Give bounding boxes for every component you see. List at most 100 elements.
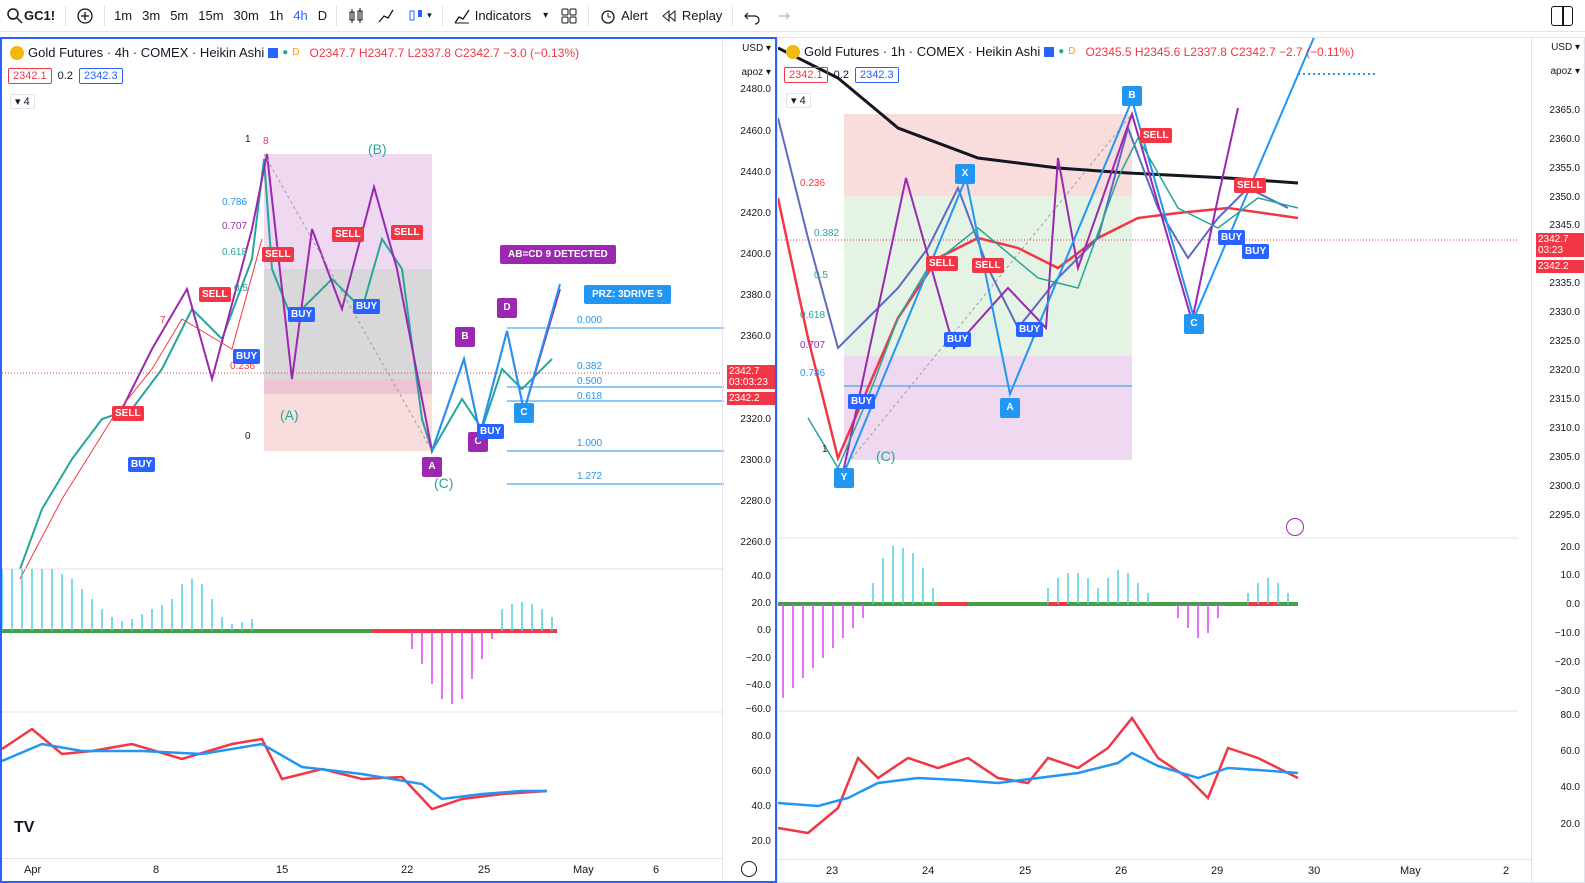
replay-label: Replay — [681, 8, 723, 23]
tf-3m[interactable]: 3m — [142, 8, 161, 23]
left-lower-price: 2342.2 — [727, 392, 775, 405]
osc-tick: 0.0 — [1566, 599, 1580, 610]
sell-signal: SELL — [332, 227, 364, 242]
date-tick: 15 — [276, 864, 289, 876]
chart-type-heikin-button[interactable]: ▾ — [401, 0, 438, 31]
date-tick: 2 — [1503, 865, 1510, 877]
osc-tick: −20.0 — [1554, 657, 1580, 668]
osc-tick: 20.0 — [1560, 542, 1580, 553]
templates-button[interactable] — [554, 0, 584, 31]
price-tick: 2360.0 — [1549, 134, 1580, 145]
rewind-icon — [662, 9, 676, 22]
point-b: B — [1122, 86, 1142, 106]
right-time-axis[interactable]: 23 24 25 26 29 30 May 2 — [778, 859, 1532, 882]
undo-icon — [744, 12, 760, 25]
num-label-0: 0 — [245, 431, 251, 442]
redo-icon — [779, 12, 791, 19]
point-c: C — [1184, 314, 1204, 334]
retrace-707: 0.707 — [800, 340, 826, 351]
sell-signal: SELL — [199, 287, 231, 302]
right-ask-button[interactable]: 2342.3 — [854, 67, 899, 83]
buy-signal: BUY — [848, 394, 876, 409]
tf-4h[interactable]: 4h — [293, 8, 308, 23]
left-price-axis[interactable]: USD ▾ apoz ▾ 2480.0 2460.0 2440.0 2420.0… — [722, 39, 775, 881]
wave-a-label: (A) — [280, 407, 299, 423]
retrace-618: 0.618 — [222, 247, 248, 258]
point-b: B — [455, 327, 475, 347]
compare-button[interactable] — [70, 0, 100, 31]
buy-signal: BUY — [1242, 244, 1270, 259]
svg-text:TV: TV — [14, 819, 35, 836]
wave-c-label: (C) — [434, 475, 454, 491]
right-indicator-counter[interactable]: ▾ 4 — [786, 93, 811, 108]
left-ask-button[interactable]: 2342.3 — [78, 68, 123, 84]
right-bid-button[interactable]: 2342.1 — [784, 67, 828, 83]
gold-logo-icon — [10, 45, 24, 60]
left-bid-button[interactable]: 2342.1 — [8, 68, 52, 84]
left-currency-button[interactable]: USD ▾ — [742, 43, 771, 54]
right-currency-button[interactable]: USD ▾ — [1551, 42, 1580, 53]
rsi-tick: 20.0 — [751, 836, 771, 847]
osc-tick: 10.0 — [1560, 570, 1580, 581]
left-chart-canvas[interactable]: TV — [2, 39, 775, 881]
flag-icon[interactable] — [268, 47, 279, 58]
date-tick: 29 — [1211, 865, 1224, 877]
tf-5m[interactable]: 5m — [170, 8, 189, 23]
osc-tick: 40.0 — [751, 571, 771, 582]
alert-button[interactable]: Alert — [593, 0, 654, 31]
flag-icon[interactable] — [1044, 46, 1055, 57]
settings-gear-icon[interactable] — [741, 861, 757, 877]
price-tick: 2440.0 — [740, 167, 771, 178]
layout-toggle-button[interactable] — [1551, 6, 1573, 26]
indicators-button[interactable]: Indicators ▾ — [447, 0, 554, 31]
point-c-blue: C — [514, 403, 534, 423]
left-time-axis[interactable]: Apr 8 15 22 25 May 6 — [2, 858, 723, 881]
buy-signal: BUY — [128, 457, 156, 472]
fib-level-500: 0.500 — [577, 376, 603, 387]
chevron-down-icon: ▾ — [543, 10, 549, 21]
left-chart-title: Gold Futures · 4h · COMEX · Heikin Ashi — [28, 45, 265, 60]
retrace-382: 0.382 — [814, 228, 840, 239]
price-tick: 2260.0 — [740, 537, 771, 548]
left-chart-panel[interactable]: TV Gold Futures · 4h · COMEX · Heikin As… — [0, 37, 777, 883]
osc-tick: −60.0 — [745, 704, 771, 715]
right-chart-canvas[interactable] — [778, 38, 1584, 882]
tf-1h[interactable]: 1h — [268, 8, 284, 23]
left-ohlc: O2347.7 H2347.7 L2337.8 C2342.7 −3.0 (−0… — [309, 45, 580, 60]
symbol-search-button[interactable]: GC1! — [0, 0, 61, 31]
price-tick: 2280.0 — [740, 496, 771, 507]
tf-d[interactable]: D — [317, 8, 328, 23]
chart-type-line-button[interactable] — [371, 0, 401, 31]
tf-15m[interactable]: 15m — [198, 8, 224, 23]
delay-badge: D — [292, 47, 300, 58]
tf-1m[interactable]: 1m — [114, 8, 133, 23]
left-indicator-counter[interactable]: ▾ 4 — [10, 94, 35, 109]
right-chart-panel[interactable]: Gold Futures · 1h · COMEX · Heikin Ashi … — [777, 37, 1585, 883]
search-icon — [7, 7, 23, 24]
left-scale-mode-button[interactable]: apoz ▾ — [741, 67, 772, 78]
heikin-ashi-icon — [409, 9, 423, 20]
right-bid-ask: 2342.1 0.2 2342.3 — [784, 67, 899, 83]
point-x: X — [955, 164, 975, 184]
price-tick: 2355.0 — [1549, 163, 1580, 174]
left-spread: 0.2 — [57, 70, 73, 82]
grid-icon — [561, 8, 577, 23]
price-tick: 2315.0 — [1549, 394, 1580, 405]
right-scale-mode-button[interactable]: apoz ▾ — [1550, 66, 1581, 77]
right-current-price: 2342.7 03:23 — [1536, 233, 1584, 257]
alert-label: Alert — [621, 8, 648, 23]
replay-button[interactable]: Replay — [654, 0, 728, 31]
indicators-label: Indicators — [474, 8, 532, 23]
date-tick: 23 — [826, 865, 839, 877]
price-tick: 2400.0 — [740, 249, 771, 260]
right-legend: Gold Futures · 1h · COMEX · Heikin Ashi … — [786, 44, 1354, 59]
lightning-icon[interactable] — [1286, 518, 1304, 536]
chart-type-candles-button[interactable] — [341, 0, 371, 31]
retrace-707: 0.707 — [222, 221, 248, 232]
alarm-clock-icon — [601, 9, 615, 24]
redo-button[interactable] — [767, 0, 797, 31]
tf-30m[interactable]: 30m — [233, 8, 259, 23]
right-price-axis[interactable]: USD ▾ apoz ▾ 2365.0 2360.0 2355.0 2350.0… — [1531, 38, 1584, 882]
undo-button[interactable] — [737, 0, 767, 31]
price-tick: 2320.0 — [740, 414, 771, 425]
